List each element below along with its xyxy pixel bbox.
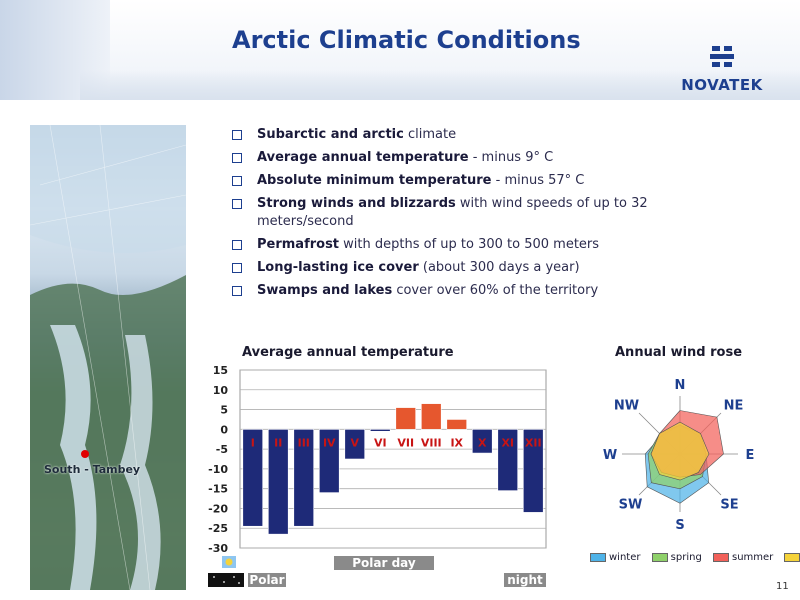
month-label: II	[274, 436, 282, 449]
month-label: VIII	[421, 436, 442, 449]
temperature-bar	[446, 419, 467, 430]
temperature-bar	[293, 429, 314, 527]
y-tick-label: -10	[208, 463, 228, 476]
temperature-bar	[370, 429, 391, 432]
slide-header	[0, 0, 800, 100]
checkbox-bullet-icon	[232, 263, 242, 273]
temperature-bar	[242, 429, 263, 527]
direction-label: E	[746, 448, 755, 463]
checkbox-bullet-icon	[232, 286, 242, 296]
y-tick-label: 0	[220, 423, 228, 436]
bullet-item: Long-lasting ice cover (about 300 days a…	[232, 259, 722, 277]
sun-icon	[222, 556, 236, 568]
polar-day-label: Polar day	[334, 556, 434, 570]
wind-rose-title: Annual wind rose	[615, 345, 743, 360]
bullet-item: Absolute minimum temperature - minus 57°…	[232, 172, 722, 190]
y-tick-label: -5	[216, 443, 228, 456]
direction-label: W	[603, 448, 617, 463]
y-tick-label: -20	[208, 502, 228, 515]
y-tick-label: -15	[208, 483, 228, 496]
checkbox-bullet-icon	[232, 199, 242, 209]
month-label: I	[251, 436, 255, 449]
map-location-label: South - Tambey	[44, 463, 141, 476]
wind-rose-chart: N NE E SE S SW W NW	[603, 378, 755, 533]
month-label: III	[298, 436, 310, 449]
bullet-item: Permafrost with depths of up to 300 to 5…	[232, 236, 722, 254]
temperature-bar	[523, 429, 544, 513]
y-tick-label: -30	[208, 542, 228, 555]
location-marker-icon	[81, 450, 89, 458]
month-label: IX	[450, 436, 463, 449]
direction-label: SW	[619, 497, 643, 512]
polar-day-strip: Polar day	[220, 556, 546, 570]
month-label: V	[350, 436, 359, 449]
temperature-chart-title: Average annual temperature	[242, 345, 454, 360]
bullet-item: Subarctic and arctic climate	[232, 126, 722, 144]
y-tick-label: 10	[213, 384, 229, 397]
temperature-bar	[472, 429, 493, 454]
temperature-bar	[421, 403, 442, 430]
y-tick-label: -25	[208, 522, 228, 535]
month-label: VI	[374, 436, 387, 449]
month-label: XII	[525, 436, 542, 449]
direction-label: S	[675, 518, 684, 533]
temperature-bar	[268, 429, 289, 535]
arctic-map: South - Tambey	[30, 125, 186, 590]
page-number: 11	[776, 581, 789, 592]
bullet-item: Swamps and lakes cover over 60% of the t…	[232, 282, 722, 300]
bullet-item: Average annual temperature - minus 9° C	[232, 149, 722, 167]
logo-text: NOVATEK	[681, 76, 763, 94]
wind-rose-series-fall	[650, 421, 710, 481]
checkbox-bullet-icon	[232, 240, 242, 250]
month-label: X	[478, 436, 487, 449]
polar-night-strip: Polar night	[220, 573, 546, 587]
temperature-bar	[497, 429, 518, 491]
legend-item-winter: winter	[590, 552, 640, 563]
y-tick-label: 5	[220, 404, 228, 417]
temperature-bar	[344, 429, 365, 460]
temperature-bar	[395, 407, 416, 430]
wind-rose-legend: winter spring summer fall	[590, 552, 800, 563]
month-label: IV	[323, 436, 336, 449]
checkbox-bullet-icon	[232, 176, 242, 186]
legend-item-summer: summer	[713, 552, 773, 563]
slide-title: Arctic Climatic Conditions	[232, 26, 581, 54]
map-graphic	[30, 125, 186, 590]
direction-label: NE	[724, 399, 744, 414]
month-label: XI	[501, 436, 514, 449]
climate-bullet-list: Subarctic and arctic climate Average ann…	[232, 126, 722, 305]
night-stars-icon	[208, 573, 244, 587]
direction-label: NW	[614, 399, 639, 414]
header-swoosh	[80, 70, 800, 100]
checkbox-bullet-icon	[232, 153, 242, 163]
month-label: VII	[397, 436, 414, 449]
temperature-bar	[319, 429, 340, 493]
legend-item-spring: spring	[651, 552, 702, 563]
checkbox-bullet-icon	[232, 130, 242, 140]
novatek-logo-mark-icon	[710, 46, 734, 67]
direction-label: SE	[720, 497, 738, 512]
legend-item-fall: fall	[784, 552, 800, 563]
bullet-item: Strong winds and blizzards with wind spe…	[232, 195, 722, 231]
polar-night-label-left: Polar	[248, 573, 286, 587]
plot-area	[239, 369, 547, 549]
polar-night-label-right: night	[504, 573, 546, 587]
novatek-logo: NOVATEK	[672, 44, 772, 98]
y-tick-label: 15	[213, 364, 228, 377]
direction-label: N	[675, 378, 686, 393]
